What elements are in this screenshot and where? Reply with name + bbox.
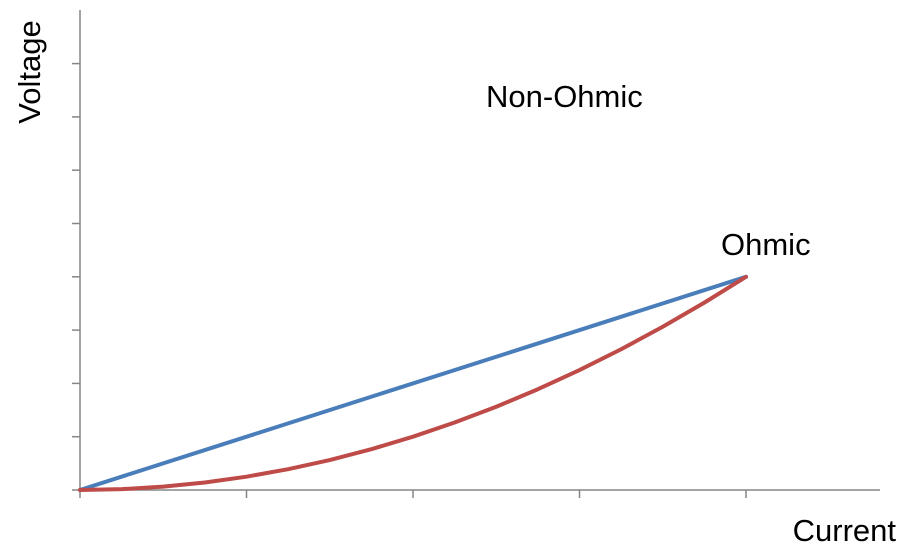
y-axis-ticks [72, 62, 80, 491]
series-line-non-ohmic [78, 274, 748, 492]
x-axis-title: Current [793, 513, 897, 545]
x-axis-ticks [79, 490, 747, 498]
series-line-ohmic [78, 274, 748, 492]
series-label-ohmic: Ohmic [721, 227, 811, 262]
y-axis-title: Voltage [12, 20, 47, 123]
series-label-non-ohmic: Non-Ohmic [486, 79, 643, 114]
